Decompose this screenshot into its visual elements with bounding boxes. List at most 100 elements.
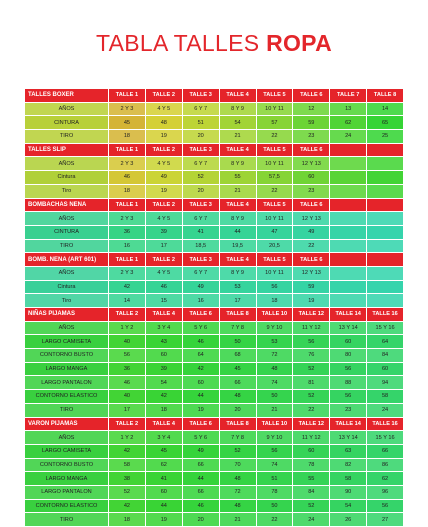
size-value: 15: [144, 293, 183, 308]
size-value: 88: [329, 375, 368, 391]
size-value: 11 Y 12: [292, 320, 331, 336]
size-value: 59: [292, 115, 331, 131]
size-value: 58: [108, 457, 146, 473]
size-value: 72: [218, 484, 257, 500]
size-value: 19: [144, 183, 183, 199]
size-header: TALLE 14: [329, 416, 368, 432]
size-value: 41: [181, 224, 220, 240]
size-value: 63: [329, 443, 368, 459]
size-value: 72: [255, 348, 294, 363]
size-value: 22: [255, 129, 294, 144]
size-value: 10 Y 11: [255, 156, 294, 172]
size-value: 10 Y 11: [255, 265, 294, 281]
size-value: 4 Y 5: [144, 265, 183, 281]
row-label: CINTURA: [24, 115, 109, 131]
size-value: 57,5: [255, 170, 294, 185]
size-value: 24: [366, 402, 404, 418]
empty-cell: [329, 197, 368, 213]
section-title: TALLES SLIP: [24, 142, 109, 158]
size-value: 58: [366, 389, 404, 404]
size-header: TALLE 4: [218, 88, 257, 103]
size-value: 19: [144, 512, 183, 527]
size-value: 56: [255, 443, 294, 459]
section-title: BOMBACHAS NENA: [24, 197, 109, 213]
data-row: LARGO MANGA 38 41 44 48 51 55 58 62: [24, 471, 404, 486]
size-value: 78: [292, 457, 331, 473]
size-value: 50: [255, 498, 294, 514]
size-value: 60: [292, 443, 331, 459]
size-header: TALLE 2: [108, 416, 146, 432]
row-label: AÑOS: [24, 265, 109, 281]
size-value: 10 Y 11: [255, 211, 294, 226]
size-value: 66: [218, 375, 257, 391]
size-header: TALLE 10: [255, 307, 294, 322]
size-value: 10 Y 11: [255, 101, 294, 117]
size-value: 57: [255, 115, 294, 131]
title-bold: ROPA: [266, 30, 333, 56]
size-value: 49: [181, 443, 220, 459]
row-label: AÑOS: [24, 101, 109, 117]
size-value: 15 Y 16: [366, 430, 404, 445]
size-header: TALLE 4: [218, 142, 257, 158]
size-header: TALLE 5: [255, 252, 294, 267]
size-value: 13: [329, 101, 368, 117]
data-row: CONTORNO BUSTO 58 62 66 70 74 78 82 86: [24, 457, 404, 473]
size-value: 60: [366, 361, 404, 377]
size-header: TALLE 6: [292, 197, 331, 213]
row-label: Cintura: [24, 279, 109, 295]
size-value: 22: [255, 183, 294, 199]
size-value: 5 Y 6: [181, 430, 220, 445]
size-value: 4 Y 5: [144, 211, 183, 226]
size-value: 18: [144, 402, 183, 418]
size-value: 3 Y 4: [144, 320, 183, 336]
size-value: 22: [292, 238, 331, 254]
row-label: CONTORNO ELASTICO: [24, 498, 109, 514]
size-value: 38: [108, 471, 146, 486]
size-value: 7 Y 8: [218, 320, 257, 336]
data-row: TIRO 17 18 19 20 21 22 23 24: [24, 402, 404, 418]
size-value: 94: [366, 375, 404, 391]
size-value: 24: [292, 512, 331, 527]
empty-cell: [329, 265, 368, 281]
size-value: 60: [292, 170, 331, 185]
size-header: TALLE 2: [144, 88, 183, 103]
size-value: 24: [329, 129, 368, 144]
empty-cell: [366, 279, 404, 295]
size-table: TALLES BOXER TALLE 1 TALLE 2 TALLE 3 TALLE 4…: [24, 88, 404, 527]
size-value: 52: [292, 498, 331, 514]
size-header: TALLE 1: [108, 197, 146, 213]
size-value: 74: [255, 375, 294, 391]
size-value: 56: [366, 498, 404, 514]
size-value: 55: [218, 170, 257, 185]
size-value: 18: [108, 512, 146, 527]
size-value: 8 Y 9: [218, 101, 257, 117]
size-value: 18: [255, 293, 294, 308]
size-value: 56: [292, 334, 331, 350]
row-label: Tiro: [24, 293, 109, 308]
size-value: 70: [218, 457, 257, 473]
row-label: TIRO: [24, 238, 109, 254]
data-row: LARGO CAMISETA 42 45 49 52 56 60 63 66: [24, 443, 404, 459]
size-value: 80: [329, 348, 368, 363]
data-row: Tiro 14 15 16 17 18 19: [24, 293, 404, 308]
row-label: CINTURA: [24, 224, 109, 240]
title-text: TABLA TALLES: [95, 30, 260, 56]
size-header: TALLE 3: [181, 252, 220, 267]
empty-cell: [329, 252, 368, 267]
size-header: TALLE 8: [218, 307, 257, 322]
size-value: 90: [329, 484, 368, 500]
size-value: 51: [181, 115, 220, 131]
size-header: TALLE 2: [144, 197, 183, 213]
row-label: AÑOS: [24, 211, 109, 226]
size-value: 11 Y 12: [292, 430, 331, 445]
size-header: TALLE 5: [255, 88, 294, 103]
size-value: 44: [218, 224, 257, 240]
size-value: 12 Y 13: [292, 156, 331, 172]
section-title: TALLES BOXER: [24, 88, 109, 103]
size-value: 49: [144, 170, 183, 185]
size-value: 48: [218, 389, 257, 404]
empty-cell: [329, 156, 368, 172]
